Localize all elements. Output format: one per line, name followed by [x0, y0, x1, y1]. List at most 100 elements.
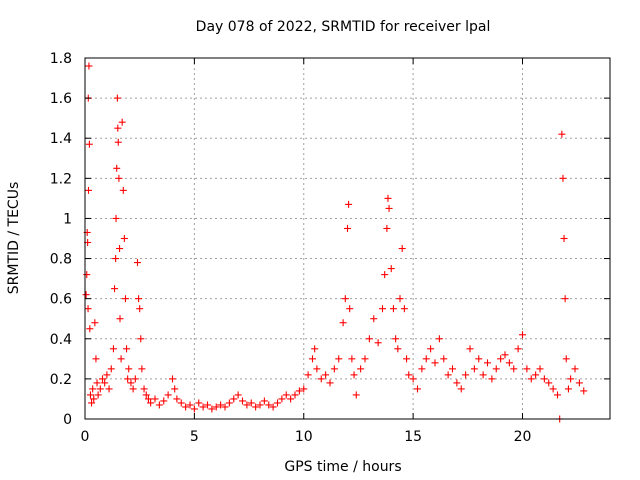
data-point: [291, 391, 299, 399]
data-point: [348, 355, 356, 363]
data-point: [127, 379, 135, 387]
data-point: [118, 118, 126, 126]
data-point: [484, 359, 491, 367]
data-point: [282, 391, 290, 399]
data-point: [115, 174, 123, 182]
data-point: [239, 397, 246, 405]
data-point: [357, 365, 365, 373]
x-tick-label: 5: [190, 429, 199, 445]
data-point: [287, 395, 295, 403]
data-point: [352, 391, 360, 399]
axis-ticks: 0 5 10 15 20 0 0.2 0.4 0.6 0.8 1 1.2 1.4 1.6 1.8: [50, 51, 610, 445]
data-point: [309, 355, 316, 363]
data-point: [123, 345, 131, 353]
data-point: [114, 124, 122, 132]
data-point: [492, 365, 500, 373]
data-point: [381, 271, 389, 279]
data-point: [453, 379, 461, 387]
chart-title: Day 078 of 2022, SRMTID for receiver lpa…: [196, 19, 491, 35]
data-point: [466, 345, 474, 353]
plot-frame: [84, 57, 611, 420]
data-point: [295, 387, 303, 395]
data-point: [475, 355, 483, 363]
data-point: [559, 174, 567, 182]
data-point: [252, 403, 260, 411]
data-point: [85, 62, 93, 70]
data-point: [519, 331, 526, 339]
data-point: [96, 385, 104, 393]
y-tick-label: 1.2: [50, 171, 72, 187]
data-point: [374, 339, 382, 347]
data-point: [457, 385, 465, 393]
data-point: [89, 385, 97, 393]
data-point: [304, 371, 312, 379]
data-point: [523, 365, 531, 373]
data-point: [339, 319, 347, 327]
data-point: [313, 365, 321, 373]
data-point: [221, 403, 229, 411]
data-point: [560, 235, 568, 242]
data-point: [398, 245, 406, 253]
data-point: [83, 271, 91, 279]
data-point: [345, 200, 353, 208]
data-point: [554, 391, 561, 399]
data-point: [177, 399, 185, 407]
data-point: [112, 255, 120, 263]
data-point: [147, 399, 155, 407]
data-point: [335, 355, 343, 363]
data-point: [151, 395, 159, 403]
data-point: [400, 305, 408, 313]
data-point: [136, 305, 144, 313]
data-point: [212, 403, 220, 411]
y-tick-label: 1.4: [50, 131, 72, 147]
data-point: [269, 403, 277, 411]
data-point: [208, 405, 216, 413]
data-point: [190, 405, 198, 413]
data-point: [344, 224, 351, 232]
data-point: [116, 315, 124, 323]
data-point: [510, 365, 518, 373]
data-point: [326, 379, 334, 387]
data-point: [278, 395, 286, 403]
y-tick-label: 1.6: [50, 91, 72, 107]
data-point: [317, 375, 325, 383]
data-point: [111, 285, 119, 293]
data-point: [562, 355, 570, 363]
data-point: [112, 214, 120, 222]
data-point: [140, 385, 148, 393]
data-point: [405, 371, 413, 379]
data-point: [341, 295, 349, 303]
data-point: [131, 375, 139, 383]
data-point: [379, 305, 386, 313]
data-point: [234, 391, 242, 399]
data-point: [414, 385, 421, 393]
y-tick-label: 0.6: [50, 292, 72, 308]
data-point: [558, 130, 566, 138]
data-point: [409, 375, 417, 383]
data-point: [365, 335, 373, 343]
data-point: [488, 375, 496, 383]
data-point: [85, 186, 92, 194]
data-point: [501, 351, 509, 359]
data-point: [164, 391, 172, 399]
data-point: [90, 395, 98, 403]
data-point: [311, 345, 319, 353]
data-point: [105, 385, 113, 393]
data-point: [387, 265, 395, 273]
data-point: [396, 295, 404, 303]
data-point: [101, 379, 109, 387]
data-point: [449, 365, 456, 373]
data-point: [225, 399, 233, 407]
data-point: [260, 397, 268, 405]
data-point: [86, 325, 94, 333]
data-point: [389, 305, 397, 313]
data-point: [85, 140, 93, 148]
data-point: [114, 138, 122, 146]
data-point: [497, 355, 505, 363]
data-point: [121, 295, 129, 303]
grid-lines: [85, 58, 610, 419]
data-point: [514, 345, 522, 353]
x-tick-label: 10: [295, 429, 313, 445]
data-point: [470, 365, 478, 373]
